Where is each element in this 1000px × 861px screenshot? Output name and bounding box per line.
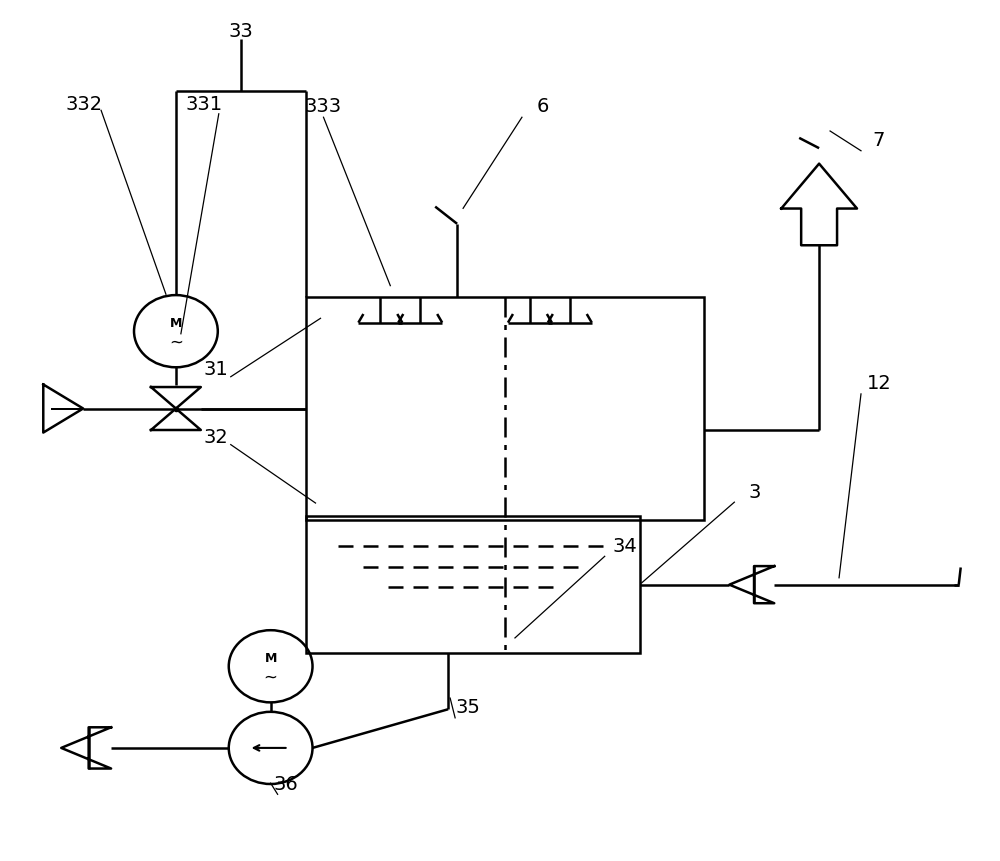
Text: 7: 7 xyxy=(873,131,885,150)
Text: 12: 12 xyxy=(867,374,891,393)
Text: 31: 31 xyxy=(203,359,228,378)
Text: 6: 6 xyxy=(537,96,549,115)
Bar xyxy=(306,297,704,521)
Text: M: M xyxy=(170,317,182,330)
Text: 332: 332 xyxy=(66,95,103,114)
Text: ~: ~ xyxy=(169,333,183,351)
Text: 35: 35 xyxy=(456,697,481,716)
Bar xyxy=(306,517,640,653)
Text: 331: 331 xyxy=(185,95,222,114)
Text: 333: 333 xyxy=(305,96,342,115)
Text: 33: 33 xyxy=(228,22,253,41)
Text: 32: 32 xyxy=(203,427,228,446)
Text: 36: 36 xyxy=(273,775,298,794)
Text: 3: 3 xyxy=(748,483,760,502)
Text: 34: 34 xyxy=(612,537,637,556)
Text: M: M xyxy=(264,652,277,665)
Text: ~: ~ xyxy=(264,668,278,686)
